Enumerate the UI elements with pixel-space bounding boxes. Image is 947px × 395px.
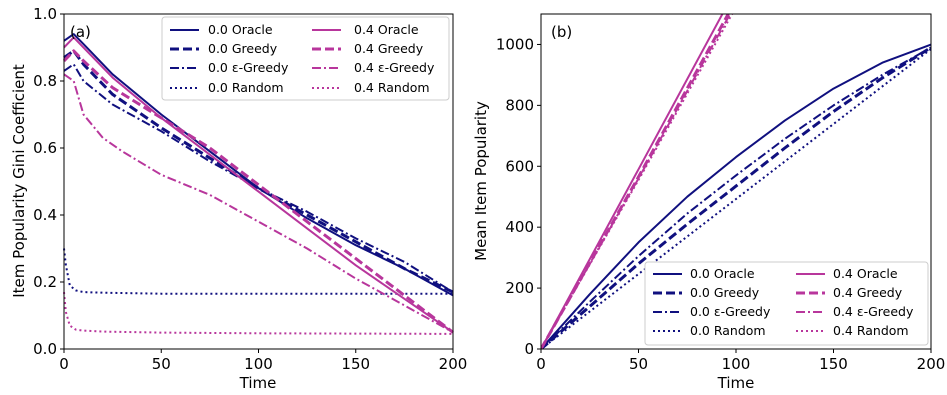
chart-a-series-0-4-oracle <box>63 36 454 334</box>
chart-a-ytick-label: 0.8 <box>33 72 57 90</box>
legend-b-oracle-4: 0.4 Oracle <box>833 266 898 281</box>
chart-a-series-lines <box>62 33 454 335</box>
legend-a-oracle-0: 0.0 Oracle <box>208 22 273 37</box>
chart-b-ytick-label: 600 <box>505 157 534 175</box>
chart-b-xtick-label: 150 <box>819 355 848 373</box>
chart-a-series-0-0-random <box>63 248 453 295</box>
chart-b-panel-label: (b) <box>551 23 572 41</box>
chart-b-xtick-label: 200 <box>917 355 946 373</box>
chart-a-ytick-label: 1.0 <box>33 5 57 23</box>
chart-a-series-0-0-greedy <box>63 49 454 294</box>
legend-a-greedy-4: 0.4 Greedy <box>354 41 424 56</box>
chart-b-xtick-label: 100 <box>722 355 751 373</box>
chart-a-xtick-label: 100 <box>244 355 273 373</box>
chart-a-xtick-label: 0 <box>59 355 69 373</box>
chart-a-series-0-4-random <box>63 292 454 335</box>
chart-b-ytick-label: 200 <box>505 279 534 297</box>
chart-b-ylabel: Mean Item Popularity <box>472 101 490 261</box>
chart-a-series-0-4-greedy <box>62 49 454 334</box>
chart-b-series-0-4-random <box>541 14 733 349</box>
legend-b-random-0: 0.0 Random <box>690 323 766 338</box>
chart-a-ytick-label: 0.2 <box>33 273 57 291</box>
chart-a-xtick-label: 150 <box>341 355 370 373</box>
legend-a-random-0: 0.0 Random <box>208 80 284 95</box>
chart-b-xlabel: Time <box>717 374 755 392</box>
legend-b-oracle-0: 0.0 Oracle <box>690 266 755 281</box>
legend-b-greedy-4: 0.4 Greedy <box>833 285 903 300</box>
chart-a-series-0-0-oracle <box>63 33 454 297</box>
chart-b-ytick-label: 400 <box>505 218 534 236</box>
chart-a-legend: 0.0 Oracle 0.0 Greedy 0.0 ε-Greedy 0.0 R… <box>161 16 450 101</box>
chart-b-legend: 0.0 Oracle 0.0 Greedy 0.0 ε-Greedy 0.0 R… <box>644 261 929 346</box>
chart-a-ytick-label: 0.4 <box>33 206 57 224</box>
chart-b-series-0-0-oracle <box>541 43 931 349</box>
chart-a-series-0-0-e-greedy <box>63 63 454 293</box>
legend-b-greedy-0: 0.0 Greedy <box>690 285 760 300</box>
chart-b-xtick-label: 0 <box>536 355 546 373</box>
chart-a-ticks: 0 50 100 150 200 0.0 0.2 0.4 0.6 0.8 1.0 <box>33 5 467 373</box>
legend-a-egreedy-4: 0.4 ε-Greedy <box>354 60 435 75</box>
chart-a-xtick-label: 50 <box>152 355 171 373</box>
chart-b-xtick-label: 50 <box>629 355 648 373</box>
chart-b-legend-box <box>644 261 929 346</box>
legend-b-random-4: 0.4 Random <box>833 323 909 338</box>
chart-a-ylabel: Item Popularity Gini Coefficient <box>10 64 28 298</box>
legend-b-egreedy-0: 0.0 ε-Greedy <box>690 304 771 319</box>
chart-a-series-0-4-e-greedy <box>63 73 454 334</box>
chart-panel-b: 0 50 100 150 200 0 200 400 600 800 1000 (b) Time M… <box>472 13 946 392</box>
legend-a-greedy-0: 0.0 Greedy <box>208 41 278 56</box>
chart-b-ytick-label: 800 <box>505 96 534 114</box>
chart-a-xlabel: Time <box>239 374 277 392</box>
chart-a-ytick-label: 0.0 <box>33 340 57 358</box>
legend-a-egreedy-0: 0.0 ε-Greedy <box>208 60 289 75</box>
legend-a-oracle-4: 0.4 Oracle <box>354 22 419 37</box>
chart-b-ytick-label: 1000 <box>496 35 534 53</box>
legend-a-random-4: 0.4 Random <box>354 80 430 95</box>
chart-a-legend-box <box>161 16 450 101</box>
chart-a-panel-label: (a) <box>70 23 91 41</box>
chart-a-xtick-label: 200 <box>439 355 468 373</box>
chart-b-series-0-0-greedy <box>541 46 931 349</box>
legend-b-egreedy-4: 0.4 ε-Greedy <box>833 304 914 319</box>
chart-a-ytick-label: 0.6 <box>33 139 57 157</box>
chart-b-series-0-0-e-greedy <box>541 46 931 349</box>
chart-b-series-0-0-random <box>541 48 931 349</box>
chart-b-series-lines <box>541 14 931 349</box>
chart-b-ticks: 0 50 100 150 200 0 200 400 600 800 1000 <box>496 35 946 373</box>
chart-b-ytick-label: 0 <box>524 340 534 358</box>
